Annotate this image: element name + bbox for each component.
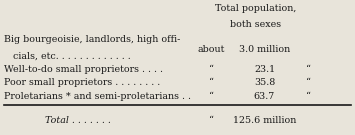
Text: Well-to-do small proprietors . . . .: Well-to-do small proprietors . . . . xyxy=(4,65,163,74)
Text: 63.7: 63.7 xyxy=(254,92,275,101)
Text: 125.6 million: 125.6 million xyxy=(233,116,296,125)
Text: Big bourgeoisie, landlords, high offi-: Big bourgeoisie, landlords, high offi- xyxy=(4,35,180,44)
Text: “: “ xyxy=(209,65,214,74)
Text: “: “ xyxy=(209,92,214,101)
Text: Proletarians * and semi-proletarians . .: Proletarians * and semi-proletarians . . xyxy=(4,92,191,101)
Text: Poor small proprietors . . . . . . . .: Poor small proprietors . . . . . . . . xyxy=(4,78,160,87)
Text: Total population,: Total population, xyxy=(215,4,296,13)
Text: 23.1: 23.1 xyxy=(254,65,275,74)
Text: “: “ xyxy=(306,65,311,74)
Text: “: “ xyxy=(306,92,311,101)
Text: “: “ xyxy=(306,78,311,87)
Text: “: “ xyxy=(209,78,214,87)
Text: 35.8: 35.8 xyxy=(254,78,275,87)
Text: cials, etc. . . . . . . . . . . . .: cials, etc. . . . . . . . . . . . . xyxy=(4,51,130,60)
Text: about: about xyxy=(197,45,225,54)
Text: both sexes: both sexes xyxy=(230,20,281,29)
Text: “: “ xyxy=(209,116,214,125)
Text: Total . . . . . . .: Total . . . . . . . xyxy=(45,116,111,125)
Text: 3.0 million: 3.0 million xyxy=(239,45,290,54)
